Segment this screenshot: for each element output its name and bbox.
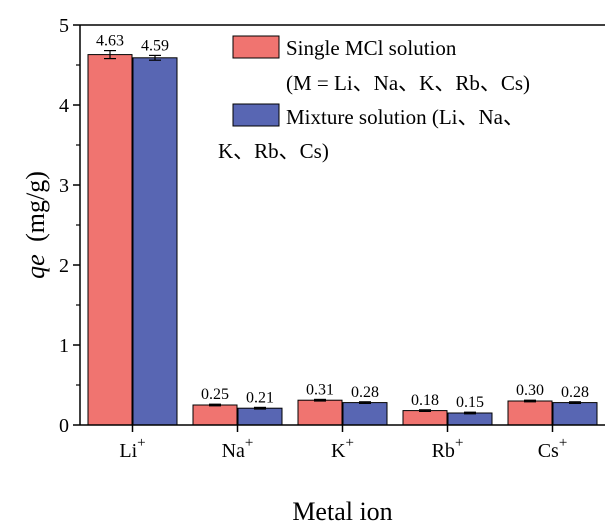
x-tick-label-k: K+ xyxy=(331,435,354,462)
y-tick-label: 1 xyxy=(59,335,69,357)
y-axis-title-unit: (mg/g) xyxy=(21,171,50,242)
y-ticks-layer: 0 1 2 3 4 5 xyxy=(59,15,80,437)
legend-label-single-line-2: (M = Li、Na、K、Rb、Cs) xyxy=(286,71,530,95)
y-axis-title: qe (mg/g) xyxy=(21,171,50,279)
data-label-mixture-na: 0.21 xyxy=(246,389,274,406)
legend: Single MCl solution (M = Li、Na、K、Rb、Cs) … xyxy=(218,35,530,163)
bars-layer xyxy=(87,54,598,426)
x-tick-label-cs: Cs+ xyxy=(538,435,568,462)
legend-label-single-line-1: Single MCl solution xyxy=(286,36,457,60)
bar-mixture-na xyxy=(237,407,283,426)
legend-label-mixture-line-1: Mixture solution (Li、Na、 xyxy=(286,105,524,129)
data-label-single-li: 4.63 xyxy=(96,33,124,50)
x-tick-label-li: Li+ xyxy=(119,435,145,462)
data-label-single-na: 0.25 xyxy=(201,386,229,403)
data-labels-layer: 4.63 4.59 0.25 0.21 0.31 0.28 0.18 0.15 0.30 0.28 xyxy=(96,33,589,412)
y-tick-label: 3 xyxy=(59,175,69,197)
bar-mixture-cs xyxy=(552,402,598,426)
data-label-single-rb: 0.18 xyxy=(411,392,439,409)
bar-mixture-rb xyxy=(447,412,493,426)
y-tick-label: 4 xyxy=(59,95,69,117)
legend-swatch-single xyxy=(232,35,280,59)
x-ticks-layer: Li+ Na+ K+ Rb+ Cs+ xyxy=(119,425,567,462)
bar-single-k xyxy=(297,399,343,426)
data-label-mixture-k: 0.28 xyxy=(351,384,379,401)
data-label-mixture-cs: 0.28 xyxy=(561,384,589,401)
y-tick-label: 5 xyxy=(59,15,69,37)
bar-single-na xyxy=(192,404,238,426)
y-tick-label: 0 xyxy=(59,415,69,437)
x-tick-label-na: Na+ xyxy=(222,435,254,462)
bar-single-li xyxy=(87,54,133,426)
y-axis-title-symbol: qe xyxy=(21,254,50,279)
x-axis-title: Metal ion xyxy=(292,497,392,526)
data-label-single-cs: 0.30 xyxy=(516,382,544,399)
error-bars-layer xyxy=(104,49,581,415)
bar-mixture-k xyxy=(342,402,388,426)
legend-label-mixture-line-2: K、Rb、Cs) xyxy=(218,139,329,163)
data-label-single-k: 0.31 xyxy=(306,381,334,398)
data-label-mixture-li: 4.59 xyxy=(141,37,169,54)
bar-single-rb xyxy=(402,410,448,426)
bar-single-cs xyxy=(507,400,553,426)
y-tick-label: 2 xyxy=(59,255,69,277)
legend-swatch-mixture xyxy=(232,103,280,127)
bar-mixture-li xyxy=(132,57,178,426)
data-label-mixture-rb: 0.15 xyxy=(456,394,484,411)
x-tick-label-rb: Rb+ xyxy=(432,435,464,462)
